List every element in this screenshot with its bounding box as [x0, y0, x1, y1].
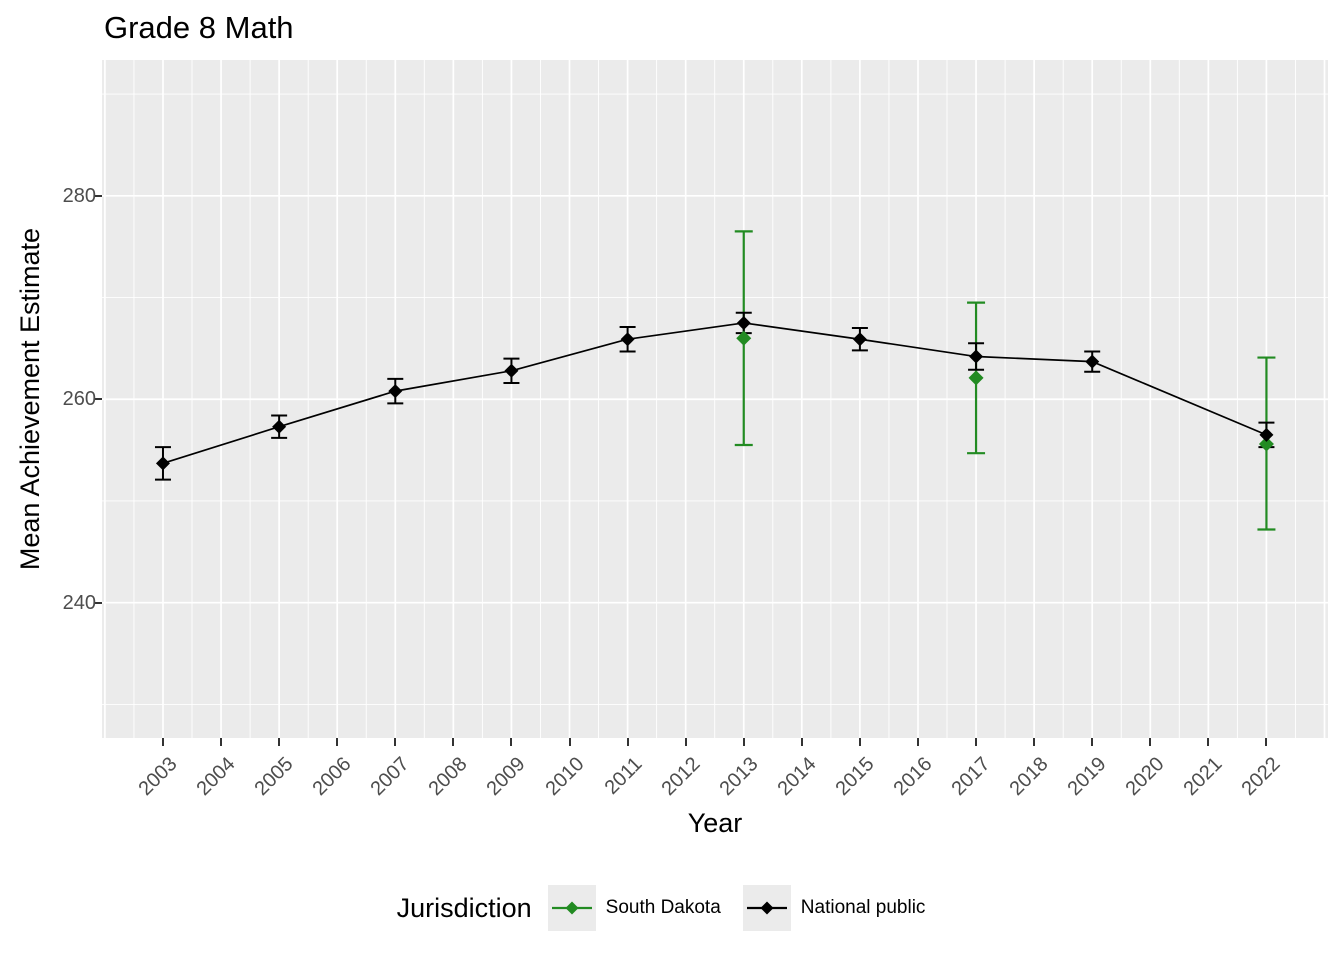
legend-line-point-icon: [746, 901, 787, 915]
national-point: [155, 456, 170, 471]
plot-canvas: [102, 60, 1328, 738]
x-tick-mark: [1033, 738, 1036, 746]
x-tick-mark: [394, 738, 397, 746]
national-point: [1259, 427, 1274, 442]
x-tick-mark: [1207, 738, 1210, 746]
south-dakota-point: [968, 370, 984, 386]
legend-label: South Dakota: [605, 897, 721, 918]
x-axis-title: Year: [687, 808, 743, 838]
x-tick-mark: [1091, 738, 1094, 746]
x-tick-mark: [684, 738, 687, 746]
south-dakota-point: [1258, 436, 1274, 452]
national-point: [504, 363, 519, 378]
y-tick-mark: [94, 398, 102, 401]
x-tick-mark: [858, 738, 861, 746]
national-point: [620, 332, 635, 347]
x-tick-mark: [568, 738, 571, 746]
y-tick-mark: [94, 194, 102, 197]
x-tick-mark: [452, 738, 455, 746]
x-tick-mark: [800, 738, 803, 746]
y-axis-title: Mean Achievement Estimate: [15, 227, 45, 571]
x-tick-mark: [742, 738, 745, 746]
legend-key-glyph: [742, 885, 791, 931]
national-point: [852, 332, 867, 347]
plot-panel: [102, 60, 1328, 738]
x-tick-mark: [336, 738, 339, 746]
legend-title: Jurisdiction: [396, 892, 532, 923]
national-point: [969, 349, 984, 364]
x-tick-mark: [1149, 738, 1152, 746]
south-dakota-point: [736, 330, 752, 346]
legend: Jurisdiction South Dakota National public: [0, 880, 1344, 936]
x-tick-mark: [975, 738, 978, 746]
national-point: [736, 315, 751, 330]
legend-entry: South Dakota: [547, 885, 721, 931]
national-point: [272, 419, 287, 434]
national-point: [388, 384, 403, 399]
x-tick-mark: [626, 738, 629, 746]
x-tick-mark: [161, 738, 164, 746]
x-tick-mark: [220, 738, 223, 746]
x-tick-mark: [510, 738, 513, 746]
x-tick-mark: [278, 738, 281, 746]
plot-title: Grade 8 Math: [104, 10, 294, 45]
y-tick-label: 240: [62, 591, 96, 614]
y-tick-label: 260: [62, 388, 96, 411]
x-tick-mark: [916, 738, 919, 746]
y-tick-mark: [94, 601, 102, 604]
y-tick-label: 280: [62, 184, 96, 207]
national-trend-line: [162, 322, 1267, 465]
x-tick-mark: [1265, 738, 1268, 746]
legend-entry: National public: [742, 885, 926, 931]
legend-label: National public: [800, 897, 926, 918]
national-point: [1085, 354, 1100, 369]
legend-key-glyph: [547, 885, 596, 931]
legend-entries: South Dakota National public: [547, 885, 948, 931]
legend-line-point-icon: [551, 901, 592, 915]
